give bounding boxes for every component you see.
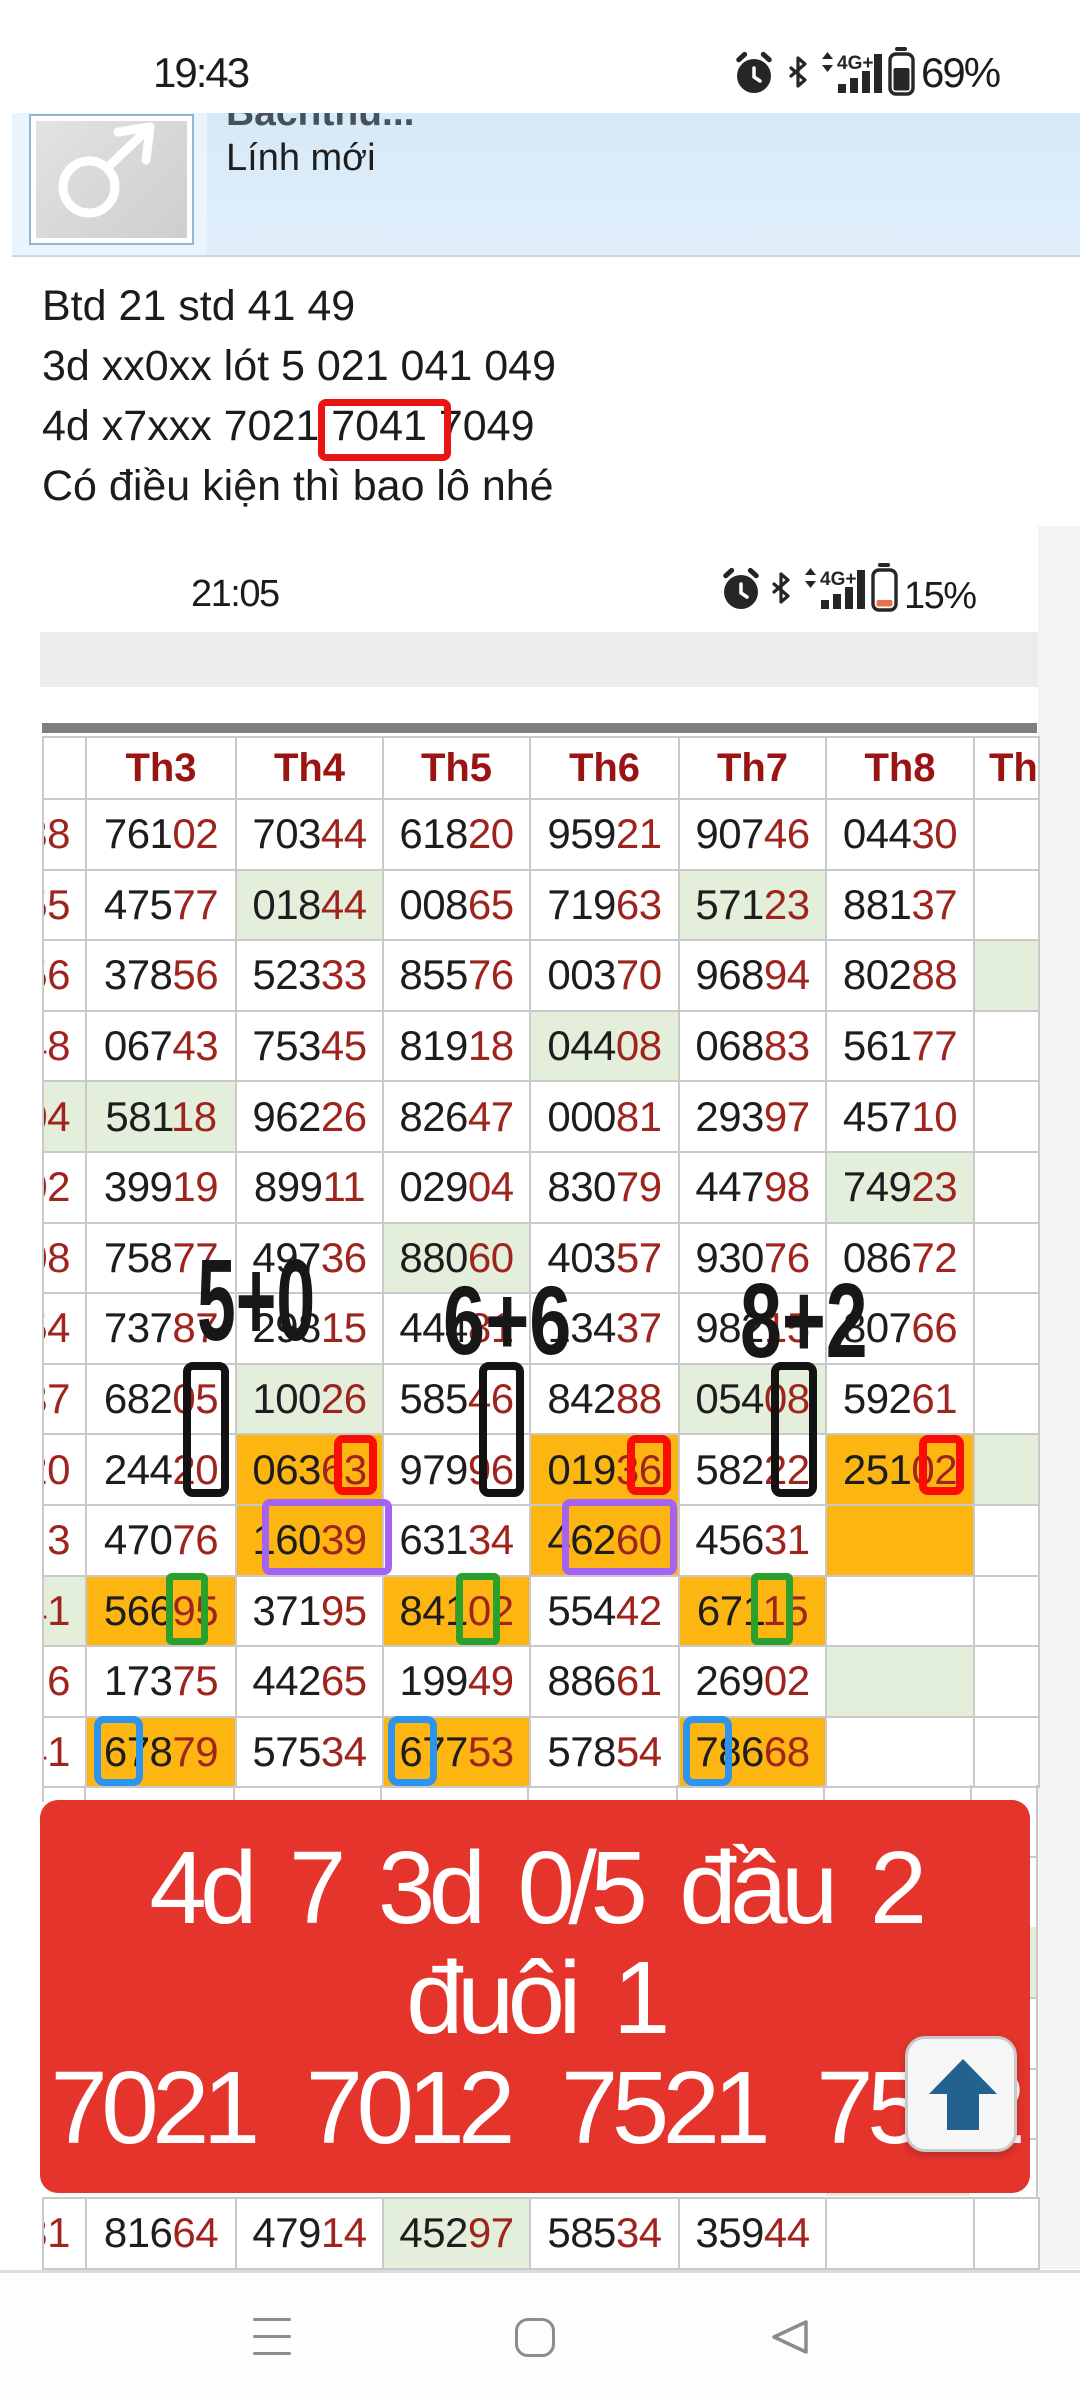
svg-text:4G+: 4G+ — [837, 53, 873, 74]
svg-text:4G+: 4G+ — [820, 569, 856, 590]
